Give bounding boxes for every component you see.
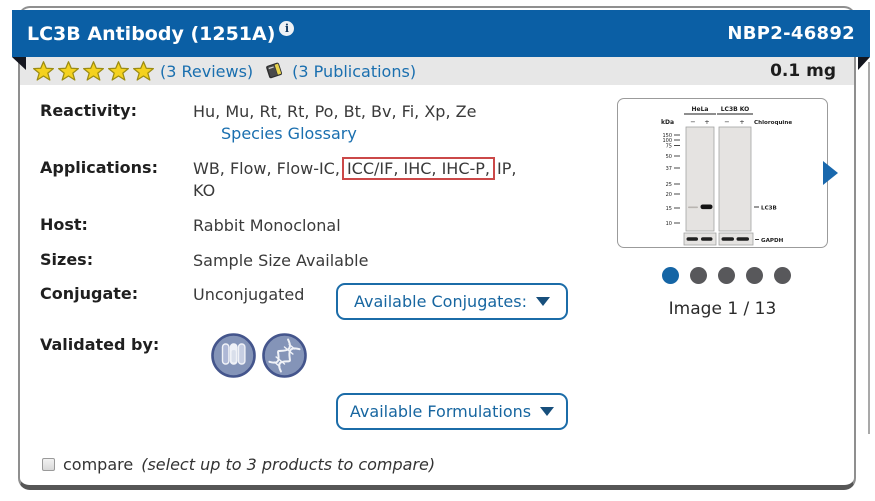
ribbon-fold-right <box>858 57 870 70</box>
reactivity-value-block: Hu, Mu, Rt, Rt, Po, Bt, Bv, Fi, Xp, Ze S… <box>193 101 573 145</box>
available-formulations-label: Available Formulations <box>349 402 532 421</box>
carousel-next-arrow[interactable] <box>823 161 838 185</box>
carousel-dot[interactable] <box>746 267 763 284</box>
test-tubes-validation-icon[interactable] <box>210 332 257 379</box>
host-label: Host: <box>40 215 88 234</box>
star-icon <box>58 60 79 81</box>
svg-text:50: 50 <box>666 154 672 160</box>
blot-ladder: 150 100 75 50 37 25 20 15 10 <box>662 133 680 227</box>
validated-by-label: Validated by: <box>40 335 160 354</box>
dna-helix-validation-icon[interactable] <box>261 332 308 379</box>
size-label: 0.1 mg <box>770 61 836 81</box>
blot-plus: + <box>704 118 709 126</box>
svg-text:150: 150 <box>662 133 672 139</box>
blot-group1-label: HeLa <box>692 106 709 113</box>
blot-units-label: kDa <box>661 119 674 126</box>
blot-minus: − <box>724 118 729 126</box>
compare-checkbox[interactable] <box>42 458 55 471</box>
applications-line2: KO <box>193 181 216 200</box>
applications-highlighted: ICC/IF, IHC, IHC-P, <box>341 157 496 180</box>
ribbon-fold-left <box>12 57 26 70</box>
blot-minus: − <box>690 118 695 126</box>
product-title: LC3B Antibody (1251A) <box>27 22 276 45</box>
star-rating <box>32 60 155 83</box>
carousel-dot[interactable] <box>718 267 735 284</box>
compare-row: compare (select up to 3 products to comp… <box>42 455 435 474</box>
conjugate-value: Unconjugated <box>193 285 305 304</box>
applications-suffix: IP, <box>497 159 517 178</box>
blot-target-band-label: LC3B <box>761 205 777 211</box>
chevron-down-icon <box>540 407 555 416</box>
reviews-link[interactable]: (3 Reviews) <box>160 61 254 81</box>
svg-text:25: 25 <box>666 182 672 188</box>
available-formulations-button[interactable]: Available Formulations <box>336 393 568 430</box>
catalog-number: NBP2-46892 <box>727 23 855 44</box>
star-icon <box>133 60 154 81</box>
applications-label: Applications: <box>40 158 158 177</box>
page-edge-divider <box>868 62 870 434</box>
applications-value-block: WB, Flow, Flow-IC, ICC/IF, IHC, IHC-P, IP,… <box>193 157 583 202</box>
publications-link[interactable]: (3 Publications) <box>292 61 417 81</box>
star-icon <box>33 60 54 81</box>
product-header-ribbon: LC3B Antibody (1251A) i NBP2-46892 <box>12 10 870 57</box>
publications-book-icon[interactable] <box>264 61 285 81</box>
svg-text:20: 20 <box>666 192 672 198</box>
compare-note: (select up to 3 products to compare) <box>141 455 436 474</box>
species-glossary-link[interactable]: Species Glossary <box>221 124 357 143</box>
available-conjugates-button[interactable]: Available Conjugates: <box>336 283 568 320</box>
product-title-row: LC3B Antibody (1251A) i <box>27 20 295 45</box>
reactivity-label: Reactivity: <box>40 101 137 120</box>
validation-icons <box>210 332 308 379</box>
chevron-down-icon <box>536 297 550 306</box>
blot-group2-label: LC3B KO <box>721 106 750 113</box>
info-icon[interactable]: i <box>279 20 295 36</box>
svg-text:15: 15 <box>666 206 672 212</box>
product-image[interactable]: HeLa LC3B KO kDa − + − + Chloroquine 150… <box>617 98 828 248</box>
carousel-dot[interactable] <box>662 267 679 284</box>
blot-control-band-label: GAPDH <box>761 238 784 244</box>
svg-text:75: 75 <box>666 144 672 150</box>
applications-line1: WB, Flow, Flow-IC, ICC/IF, IHC, IHC-P, IP, <box>193 157 583 180</box>
host-value: Rabbit Monoclonal <box>193 216 341 235</box>
svg-text:10: 10 <box>666 221 672 227</box>
blot-plus: + <box>739 118 744 126</box>
carousel-dots <box>662 267 791 284</box>
reactivity-value: Hu, Mu, Rt, Rt, Po, Bt, Bv, Fi, Xp, Ze <box>193 102 477 121</box>
compare-label: compare <box>63 455 134 474</box>
western-blot-figure: HeLa LC3B KO kDa − + − + Chloroquine 150… <box>661 106 792 246</box>
svg-text:37: 37 <box>666 166 672 172</box>
carousel-dot[interactable] <box>690 267 707 284</box>
star-icon <box>108 60 129 81</box>
blot-treatment-label: Chloroquine <box>754 120 792 126</box>
svg-text:100: 100 <box>662 138 672 144</box>
conjugate-label: Conjugate: <box>40 284 139 303</box>
applications-prefix: WB, Flow, Flow-IC, <box>193 159 340 178</box>
rating-bar: (3 Reviews) (3 Publications) 0.1 mg <box>20 57 854 85</box>
sizes-label: Sizes: <box>40 250 94 269</box>
available-conjugates-label: Available Conjugates: <box>354 292 527 311</box>
carousel-dot[interactable] <box>774 267 791 284</box>
star-icon <box>83 60 104 81</box>
sizes-value: Sample Size Available <box>193 251 369 270</box>
carousel-caption: Image 1 / 13 <box>668 299 777 319</box>
